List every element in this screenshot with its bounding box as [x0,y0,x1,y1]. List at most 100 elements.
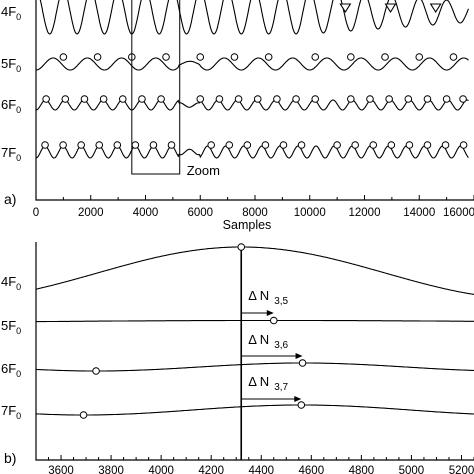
circle-marker [311,53,320,61]
circle-marker [366,95,374,103]
x-tick-label: 14000 [403,207,435,219]
circle-marker [273,95,281,103]
triangle-marker [339,3,352,14]
circle-marker [215,95,224,103]
circle-marker [234,95,243,103]
x-tick-label: 16000 [443,207,474,219]
delta-subscript: 3,5 [274,296,288,307]
circle-marker [93,53,102,61]
circle-marker [333,141,341,149]
panel-b-axes [35,242,474,461]
circle-marker [347,53,355,61]
panel-a: 0 2000 4000 6000 8000 10000 12000 14000 16000 Sam… [1,0,474,232]
x-tick-label: 4600 [299,465,325,474]
circle-marker [405,141,414,149]
circle-marker [230,53,239,61]
peak-marker [79,411,88,419]
circle-marker [423,141,432,149]
circle-marker [149,141,158,149]
circle-marker [243,141,252,149]
series-line-5F [36,319,474,323]
circle-marker [261,141,270,149]
x-tick-label: 5200 [449,465,474,474]
circle-marker [196,95,205,103]
circle-marker [42,95,50,103]
series-label: 6F0 [1,97,21,115]
peak-marker [269,316,278,325]
circle-marker [369,141,378,149]
x-tick-label: 4400 [248,465,274,474]
x-tick-label: 8000 [242,207,268,219]
x-tick-label: 6000 [187,207,213,219]
circle-marker [167,141,176,149]
circle-marker [311,95,320,103]
circle-marker [459,141,468,149]
circle-marker [351,141,359,149]
panel-label: a) [4,191,16,207]
series-label: 6F0 [1,361,21,379]
circle-marker [297,141,306,149]
circle-marker [59,53,68,61]
circle-marker [95,141,104,149]
triangle-marker [384,3,397,14]
circle-marker [162,53,170,61]
x-tick-label: 4000 [148,465,174,474]
delta-arrow-head [294,396,302,402]
circle-marker [77,141,85,149]
series-line-7F [36,404,474,416]
x-tick-label: 4000 [133,207,159,219]
delta-label: Δ N [248,332,269,347]
circle-marker [387,141,396,149]
x-tick-label: 2000 [78,207,104,219]
circle-marker [253,95,262,103]
panel-b: 3600 3800 4000 4200 4400 4600 4800 5000 5200 b) 4F… [1,242,474,474]
x-axis-label: Samples [223,218,272,232]
series-line-4F [39,0,470,35]
x-tick-label: 3600 [48,465,74,474]
delta-subscript: 3,6 [274,340,288,351]
circle-marker [41,141,49,149]
circle-marker [415,53,424,61]
triangle-marker [429,3,442,14]
x-tick-label: 12000 [349,207,381,219]
delta-label: Δ N [248,288,269,303]
x-tick-label: 0 [33,207,39,219]
circle-marker [157,95,165,103]
circle-marker [279,141,288,149]
series-label: 4F0 [1,4,21,22]
series-label: 5F0 [1,318,21,336]
series-label: 4F0 [1,274,21,292]
peak-marker [237,243,246,251]
peak-marker [298,359,307,367]
circle-marker [385,95,393,103]
circle-marker [138,95,146,103]
circle-marker [404,95,413,103]
panel-label: b) [4,450,16,466]
circle-marker [118,95,127,103]
circle-marker [292,95,300,103]
series-line-5F [36,57,469,71]
series-label: 7F0 [1,145,21,163]
delta-subscript: 3,7 [274,382,288,393]
delta-arrow-head [295,353,303,359]
circle-marker [99,95,108,103]
circle-marker [196,53,205,61]
series-label: 5F0 [1,56,21,74]
circle-marker [80,95,89,103]
peak-marker [297,401,306,409]
circle-marker [381,53,389,61]
circle-marker [264,53,273,61]
x-tick-label: 4200 [198,465,224,474]
circle-marker [459,95,467,103]
series-line-6F [35,99,469,111]
x-tick-label: 10000 [294,207,326,219]
peak-marker [92,367,100,375]
circle-marker [449,53,458,61]
x-tick-label: 5000 [399,465,425,474]
series-line-6F [35,362,474,372]
circle-marker [225,141,234,149]
circle-marker [131,141,140,149]
delta-label: Δ N [248,374,269,389]
delta-arrow-head [266,310,274,316]
x-tick-label: 4800 [349,465,375,474]
